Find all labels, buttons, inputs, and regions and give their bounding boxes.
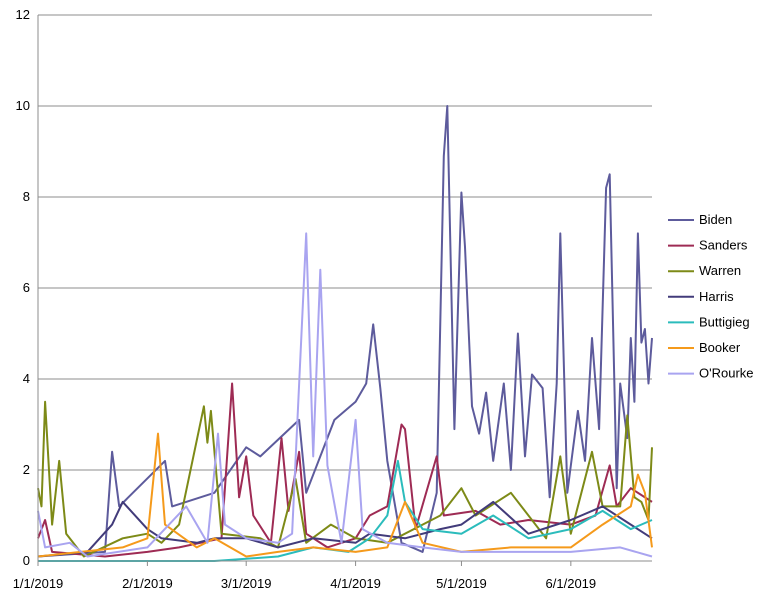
y-tick-label: 6 — [23, 280, 30, 295]
legend-label: Sanders — [699, 238, 748, 253]
y-tick-label: 12 — [16, 7, 30, 22]
y-tick-label: 8 — [23, 189, 30, 204]
legend-label: Warren — [699, 263, 741, 278]
x-tick-label: 6/1/2019 — [546, 576, 597, 591]
x-tick-label: 3/1/2019 — [221, 576, 272, 591]
x-tick-label: 5/1/2019 — [436, 576, 487, 591]
legend-label: O'Rourke — [699, 366, 754, 381]
y-tick-label: 4 — [23, 371, 30, 386]
series-line-booker — [37, 432, 653, 558]
legend-label: Buttigieg — [699, 314, 750, 329]
x-tick-label: 2/1/2019 — [122, 576, 173, 591]
x-tick-label: 4/1/2019 — [330, 576, 381, 591]
legend-label: Harris — [699, 289, 734, 304]
legend-label: Biden — [699, 212, 732, 227]
y-tick-label: 0 — [23, 553, 30, 568]
y-tick-label: 2 — [23, 462, 30, 477]
x-tick-label: 1/1/2019 — [13, 576, 64, 591]
series-line-warren — [37, 400, 653, 558]
series-line-biden — [37, 105, 653, 558]
series-line-harris — [37, 500, 653, 558]
legend-label: Booker — [699, 340, 741, 355]
y-tick-label: 10 — [16, 98, 30, 113]
series-line-orourke — [37, 232, 653, 558]
